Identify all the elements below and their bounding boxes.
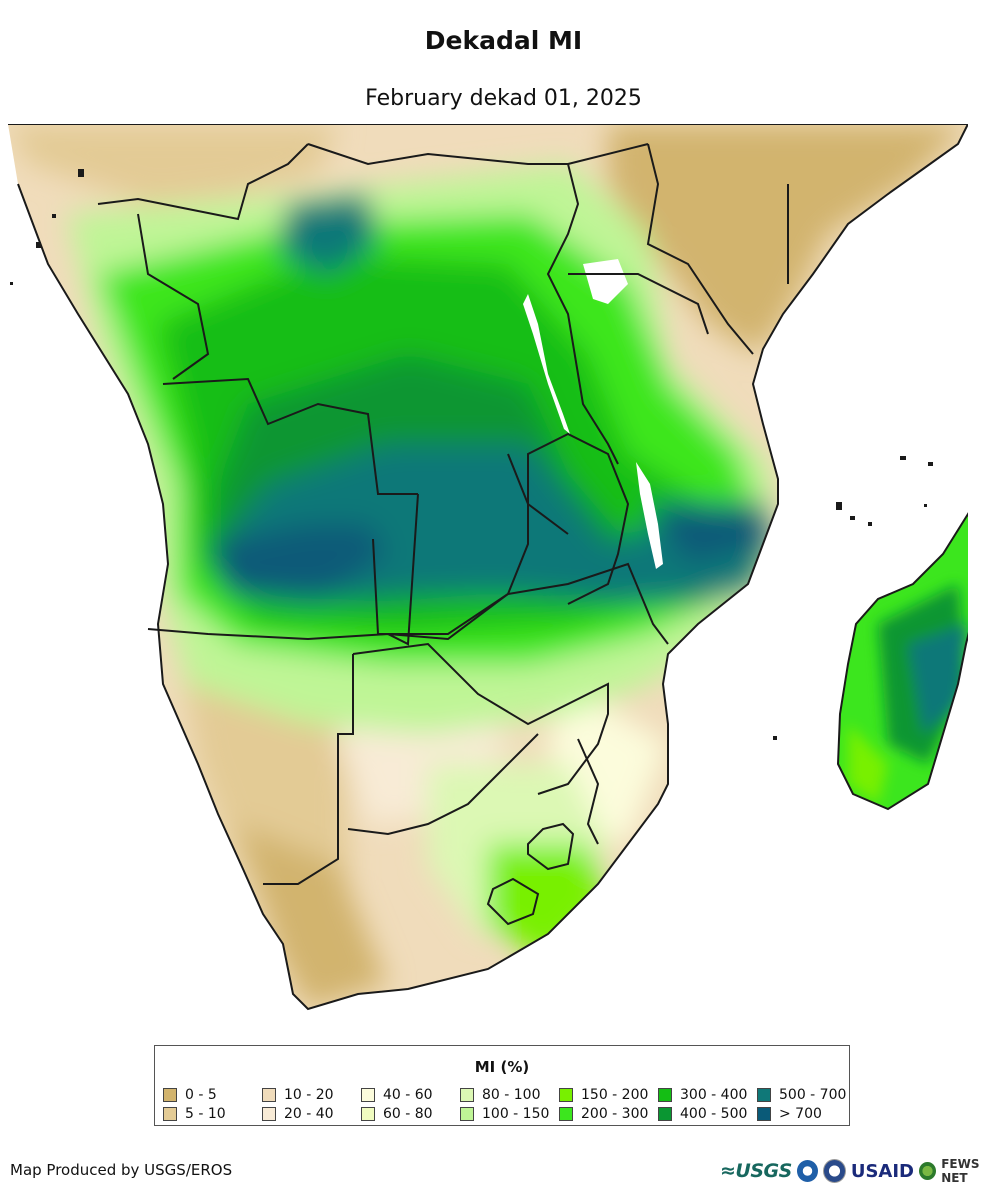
legend-label: 10 - 20: [284, 1086, 334, 1103]
legend-swatch: [163, 1106, 177, 1121]
legend-label: 400 - 500: [680, 1105, 748, 1122]
legend-swatch: [361, 1087, 375, 1102]
country-borders: [97, 143, 789, 926]
legend-label: > 700: [779, 1105, 822, 1122]
map-credit: Map Produced by USGS/EROS: [10, 1161, 233, 1179]
usgs-logo: ≈USGS: [720, 1160, 792, 1182]
legend-swatch: [460, 1106, 474, 1121]
legend-swatch: [163, 1087, 177, 1102]
islands: [10, 169, 933, 740]
legend-label: 100 - 150: [482, 1105, 550, 1122]
legend-label: 500 - 700: [779, 1086, 847, 1103]
fews-net-globe-icon: [919, 1162, 937, 1180]
mainland-africa: [8, 124, 968, 1009]
legend-item: 500 - 700: [757, 1085, 857, 1104]
legend-label: 60 - 80: [383, 1105, 433, 1122]
noaa-seal-icon: [796, 1160, 818, 1182]
legend-item: 300 - 400: [658, 1085, 757, 1104]
legend-label: 300 - 400: [680, 1086, 748, 1103]
legend-item: 80 - 100: [460, 1085, 559, 1104]
legend-label: 5 - 10: [185, 1105, 226, 1122]
legend-item: 150 - 200: [559, 1085, 658, 1104]
legend-swatch: [559, 1106, 573, 1121]
legend-item: 10 - 20: [262, 1085, 361, 1104]
legend-label: 40 - 60: [383, 1086, 433, 1103]
legend-swatch: [361, 1106, 375, 1121]
legend-title: MI (%): [474, 1058, 530, 1076]
legend-swatch: [262, 1087, 276, 1102]
legend-swatch: [658, 1087, 672, 1102]
legend-label: 150 - 200: [581, 1086, 649, 1103]
legend-item: > 700: [757, 1104, 857, 1123]
legend-label: 0 - 5: [185, 1086, 217, 1103]
legend-item: 200 - 300: [559, 1104, 658, 1123]
legend-item: 100 - 150: [460, 1104, 559, 1123]
legend-item: 400 - 500: [658, 1104, 757, 1123]
legend-swatch: [757, 1087, 771, 1102]
legend-item: 20 - 40: [262, 1104, 361, 1123]
legend-item: 5 - 10: [163, 1104, 262, 1123]
legend-item: 40 - 60: [361, 1085, 460, 1104]
legend-label: 20 - 40: [284, 1105, 334, 1122]
fews-net-logo: FEWS NET: [941, 1157, 980, 1185]
map-subtitle: February dekad 01, 2025: [365, 86, 642, 111]
map-legend: MI (%) 0 - 5 5 - 10 10 - 20 20 - 40 40 - 60 6…: [154, 1045, 850, 1126]
moisture-index-map: [8, 124, 968, 1011]
legend-label: 80 - 100: [482, 1086, 541, 1103]
legend-swatch: [757, 1106, 771, 1121]
legend-item: 60 - 80: [361, 1104, 460, 1123]
usda-seal-icon: [822, 1159, 846, 1183]
legend-label: 200 - 300: [581, 1105, 649, 1122]
legend-swatch: [658, 1106, 672, 1121]
legend-swatch: [460, 1087, 474, 1102]
partner-logos: ≈USGS USAID FEWS NET: [720, 1156, 1007, 1186]
map-title: Dekadal MI: [424, 26, 583, 55]
usaid-logo: USAID: [850, 1160, 914, 1182]
legend-items: 0 - 5 5 - 10 10 - 20 20 - 40 40 - 60 60 - 80 8…: [163, 1085, 857, 1123]
legend-item: 0 - 5: [163, 1085, 262, 1104]
legend-swatch: [262, 1106, 276, 1121]
legend-swatch: [559, 1087, 573, 1102]
